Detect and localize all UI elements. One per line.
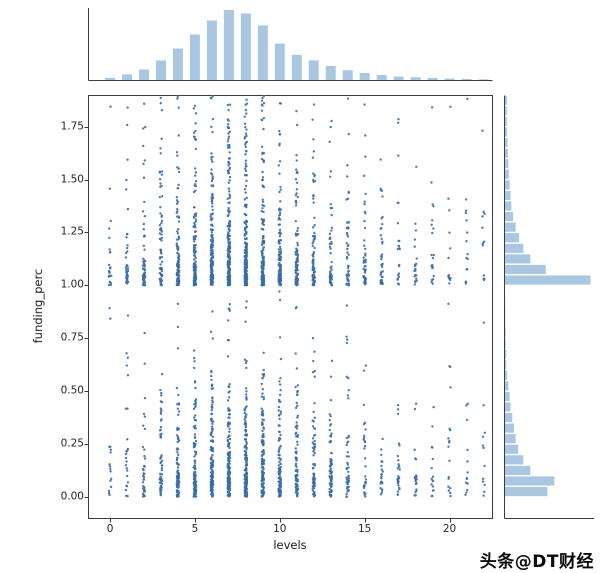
- watermark-text: 头条@DT财经: [479, 552, 594, 572]
- x-tick-label: 15: [358, 523, 372, 535]
- x-axis-label: levels: [273, 538, 307, 552]
- x-tick-label: 0: [106, 523, 114, 535]
- x-tick-label: 20: [442, 523, 457, 535]
- y-tick-label: 0.50: [60, 384, 84, 397]
- y-tick-label: 1.50: [60, 173, 84, 186]
- y-axis-label: funding_perc: [31, 268, 45, 344]
- y-tick-label: 1.00: [60, 278, 84, 291]
- x-tick-label: 5: [191, 523, 199, 535]
- y-tick-label: 0.75: [60, 331, 84, 344]
- y-tick-label: 0.25: [60, 437, 84, 450]
- x-tick-label: 10: [273, 523, 287, 535]
- y-tick-label: 1.25: [60, 225, 84, 238]
- y-tick-label: 0.00: [60, 490, 84, 503]
- y-tick-label: 1.75: [60, 120, 84, 133]
